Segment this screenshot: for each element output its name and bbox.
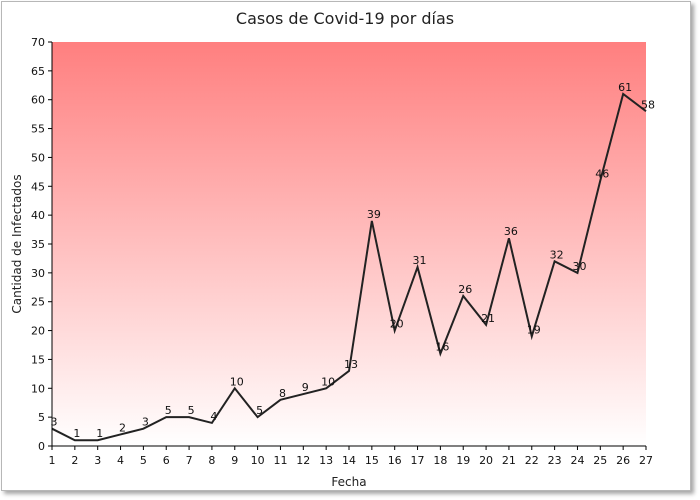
x-tick-label: 5 bbox=[140, 454, 147, 467]
data-label: 5 bbox=[188, 404, 195, 417]
y-axis: 0 5 10 15 20 25 30 35 40 45 50 55 60 65 70 bbox=[31, 36, 52, 453]
x-tick-label: 10 bbox=[251, 454, 265, 467]
x-axis-title: Fecha bbox=[331, 475, 366, 489]
x-tick-label: 15 bbox=[365, 454, 379, 467]
series-line bbox=[51, 92, 647, 442]
x-tick-label: 1 bbox=[49, 454, 56, 467]
x-tick-label: 14 bbox=[342, 454, 356, 467]
data-label: 10 bbox=[230, 375, 244, 388]
data-label: 36 bbox=[504, 225, 518, 238]
x-axis: 1 2 3 4 5 6 7 8 9 10 11 12 13 14 15 16 17 18 19 20 21 22 23 24 2… bbox=[49, 446, 653, 467]
x-tick-label: 22 bbox=[525, 454, 539, 467]
x-tick-label: 9 bbox=[231, 454, 238, 467]
data-label: 8 bbox=[279, 387, 286, 400]
data-label: 2 bbox=[119, 421, 126, 434]
x-tick-label: 26 bbox=[616, 454, 630, 467]
data-label: 46 bbox=[595, 168, 609, 181]
y-tick-label: 60 bbox=[31, 94, 45, 107]
x-tick-label: 6 bbox=[163, 454, 170, 467]
x-tick-label: 20 bbox=[479, 454, 493, 467]
data-label: 20 bbox=[390, 318, 404, 331]
x-tick-label: 8 bbox=[208, 454, 215, 467]
y-tick-label: 0 bbox=[38, 440, 45, 453]
x-tick-label: 4 bbox=[117, 454, 124, 467]
x-tick-label: 24 bbox=[570, 454, 584, 467]
y-tick-label: 15 bbox=[31, 353, 45, 366]
y-tick-label: 45 bbox=[31, 180, 45, 193]
data-label: 31 bbox=[413, 254, 427, 267]
y-axis-title: Cantidad de Infectados bbox=[10, 174, 24, 313]
data-label: 1 bbox=[73, 427, 80, 440]
data-label: 30 bbox=[572, 260, 586, 273]
y-tick-label: 20 bbox=[31, 325, 45, 338]
x-tick-label: 18 bbox=[433, 454, 447, 467]
y-tick-label: 25 bbox=[31, 296, 45, 309]
y-tick-label: 5 bbox=[38, 411, 45, 424]
data-label: 39 bbox=[367, 208, 381, 221]
data-label: 5 bbox=[256, 404, 263, 417]
y-tick-label: 40 bbox=[31, 209, 45, 222]
data-label: 58 bbox=[641, 98, 655, 111]
x-tick-label: 21 bbox=[502, 454, 516, 467]
data-label: 10 bbox=[321, 375, 335, 388]
data-label: 26 bbox=[458, 283, 472, 296]
x-tick-label: 27 bbox=[639, 454, 653, 467]
x-tick-label: 7 bbox=[186, 454, 193, 467]
data-label: 9 bbox=[302, 381, 309, 394]
x-tick-label: 19 bbox=[456, 454, 470, 467]
data-label: 32 bbox=[550, 248, 564, 261]
data-label: 4 bbox=[210, 410, 217, 423]
y-tick-label: 50 bbox=[31, 151, 45, 164]
data-label: 21 bbox=[481, 312, 495, 325]
plot-area bbox=[52, 42, 646, 446]
x-tick-label: 13 bbox=[319, 454, 333, 467]
chart-title: Casos de Covid-19 por días bbox=[236, 9, 454, 28]
x-tick-label: 17 bbox=[411, 454, 425, 467]
data-label: 1 bbox=[96, 427, 103, 440]
x-tick-label: 12 bbox=[296, 454, 310, 467]
y-tick-label: 70 bbox=[31, 36, 45, 49]
data-label: 19 bbox=[527, 323, 541, 336]
data-label: 13 bbox=[344, 358, 358, 371]
x-tick-label: 3 bbox=[94, 454, 101, 467]
y-tick-label: 65 bbox=[31, 65, 45, 78]
data-label: 3 bbox=[51, 416, 58, 429]
data-label: 61 bbox=[618, 81, 632, 94]
data-label: 3 bbox=[142, 416, 149, 429]
y-tick-label: 30 bbox=[31, 267, 45, 280]
data-label: 5 bbox=[165, 404, 172, 417]
y-tick-label: 35 bbox=[31, 238, 45, 251]
x-tick-label: 2 bbox=[71, 454, 78, 467]
x-tick-label: 25 bbox=[593, 454, 607, 467]
x-tick-label: 11 bbox=[273, 454, 287, 467]
y-tick-label: 10 bbox=[31, 382, 45, 395]
x-tick-label: 16 bbox=[388, 454, 402, 467]
y-tick-label: 55 bbox=[31, 123, 45, 136]
x-tick-label: 23 bbox=[548, 454, 562, 467]
data-label: 16 bbox=[435, 341, 449, 354]
